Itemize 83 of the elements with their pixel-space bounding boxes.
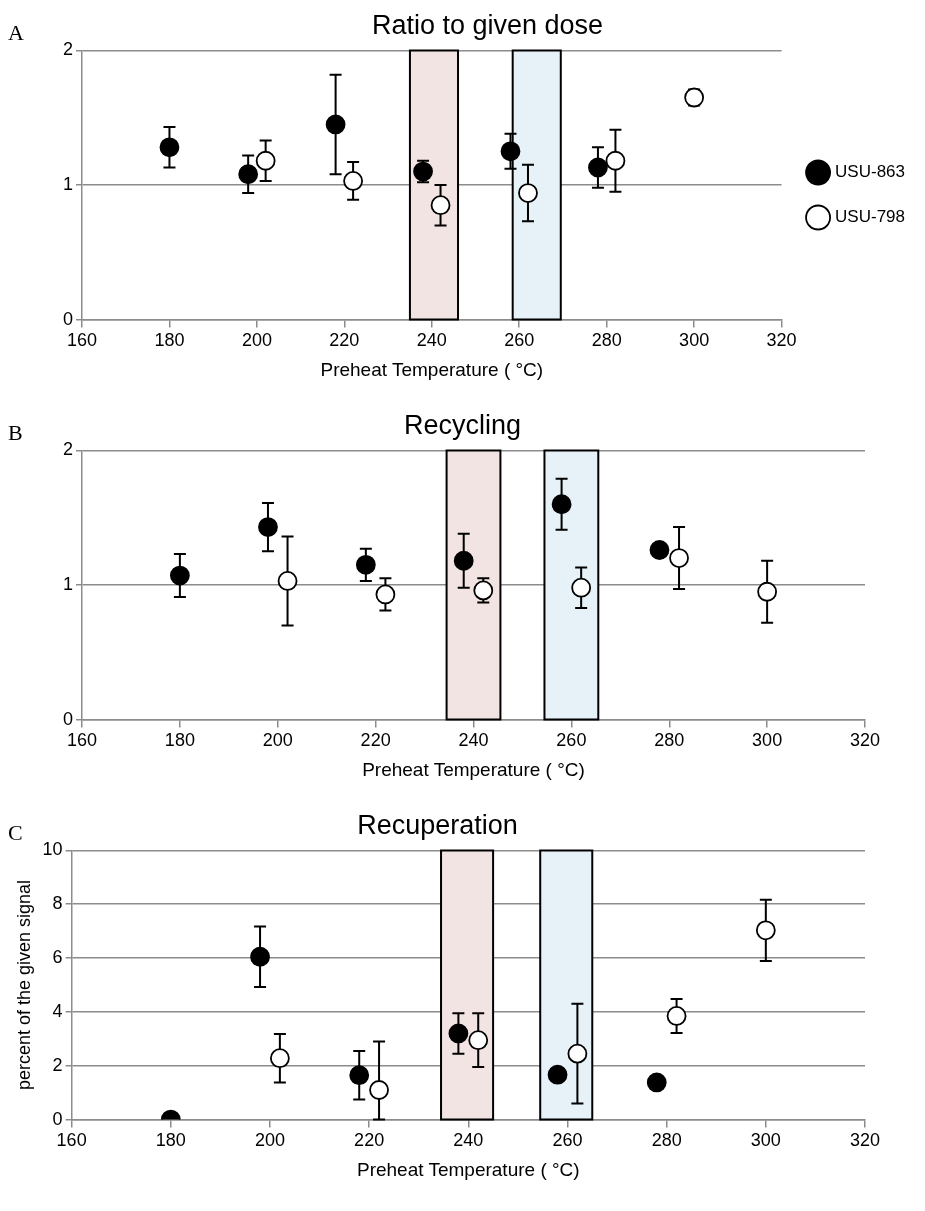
x-tick-label: 180 (154, 330, 185, 351)
x-tick-label: 240 (416, 330, 447, 351)
point (567, 1043, 588, 1064)
y-tick-label: 2 (63, 439, 74, 460)
x-tick-label: 220 (354, 1130, 385, 1151)
x-tick-label: 200 (254, 1130, 285, 1151)
chart-title: Ratio to given dose (371, 9, 604, 40)
point (369, 1080, 389, 1100)
x-tick-label: 160 (66, 330, 98, 351)
x-axis-title: Preheat Temperature ( °C) (356, 1158, 580, 1180)
point (571, 577, 592, 598)
chart-title: Recuperation (357, 809, 518, 840)
point (646, 1072, 667, 1093)
point (757, 581, 778, 602)
x-tick-label: 240 (453, 1130, 484, 1151)
legend-label: USU-798 (835, 207, 905, 227)
x-tick-label: 240 (458, 730, 489, 751)
point (547, 1064, 568, 1085)
y-tick-label: 2 (52, 1054, 63, 1075)
x-tick-label: 300 (679, 330, 710, 351)
x-tick-label: 300 (750, 1130, 781, 1151)
point (430, 195, 451, 216)
point (448, 1023, 469, 1044)
point (277, 571, 298, 591)
point (258, 517, 278, 538)
x-tick-label: 280 (591, 330, 622, 351)
x-tick-label: 180 (164, 730, 195, 751)
y-tick-label: 1 (63, 173, 74, 194)
y-tick-label: 2 (63, 39, 74, 60)
y-tick-label: 10 (42, 839, 63, 860)
point (588, 157, 608, 178)
x-tick-label: 200 (262, 730, 293, 751)
point (468, 1030, 489, 1051)
point (250, 946, 270, 967)
x-axis-title: Preheat Temperature ( °C) (320, 358, 544, 380)
x-tick-label: 280 (651, 1130, 682, 1151)
x-tick-label: 320 (849, 730, 881, 751)
x-tick-label: 200 (241, 330, 272, 351)
y-axis-title: percent of the given signal (13, 879, 34, 1091)
point (343, 171, 363, 191)
point (649, 540, 670, 560)
x-tick-label: 160 (56, 1130, 87, 1151)
point (669, 548, 689, 568)
x-tick-label: 300 (752, 730, 783, 751)
point (238, 164, 259, 185)
x-tick-label: 220 (360, 730, 391, 751)
x-tick-label: 160 (66, 730, 98, 751)
text: A (8, 20, 24, 46)
x-tick-label: 260 (552, 1130, 583, 1151)
x-axis-title: Preheat Temperature ( °C) (362, 758, 585, 780)
text: B (8, 420, 23, 446)
point (755, 920, 776, 941)
y-tick-label: 0 (52, 1108, 63, 1129)
x-tick-label: 260 (504, 330, 535, 351)
x-tick-label: 220 (329, 330, 360, 351)
point (355, 554, 376, 575)
point (518, 183, 538, 203)
y-tick-label: 6 (52, 947, 63, 968)
x-tick-label: 280 (654, 730, 685, 751)
y-tick-label: 8 (52, 893, 63, 914)
text: C (8, 820, 23, 846)
x-tick-label: 320 (766, 330, 797, 351)
y-tick-label: 0 (63, 308, 74, 329)
chart-title: Recycling (403, 409, 522, 440)
x-tick-label: 260 (556, 730, 587, 751)
point (269, 1048, 290, 1069)
point (453, 550, 474, 571)
x-tick-label: 180 (155, 1130, 186, 1151)
point (375, 584, 396, 605)
point (255, 150, 276, 171)
point (349, 1065, 370, 1086)
point (605, 150, 626, 171)
point (666, 1006, 687, 1026)
y-tick-label: 0 (63, 708, 74, 729)
legend-label: USU-863 (835, 162, 905, 182)
x-tick-label: 320 (849, 1130, 881, 1151)
point (325, 114, 346, 135)
y-tick-label: 1 (63, 573, 74, 594)
point (169, 565, 190, 586)
point (500, 141, 521, 162)
y-tick-label: 4 (52, 1000, 63, 1021)
point (159, 137, 180, 158)
point (551, 494, 572, 515)
